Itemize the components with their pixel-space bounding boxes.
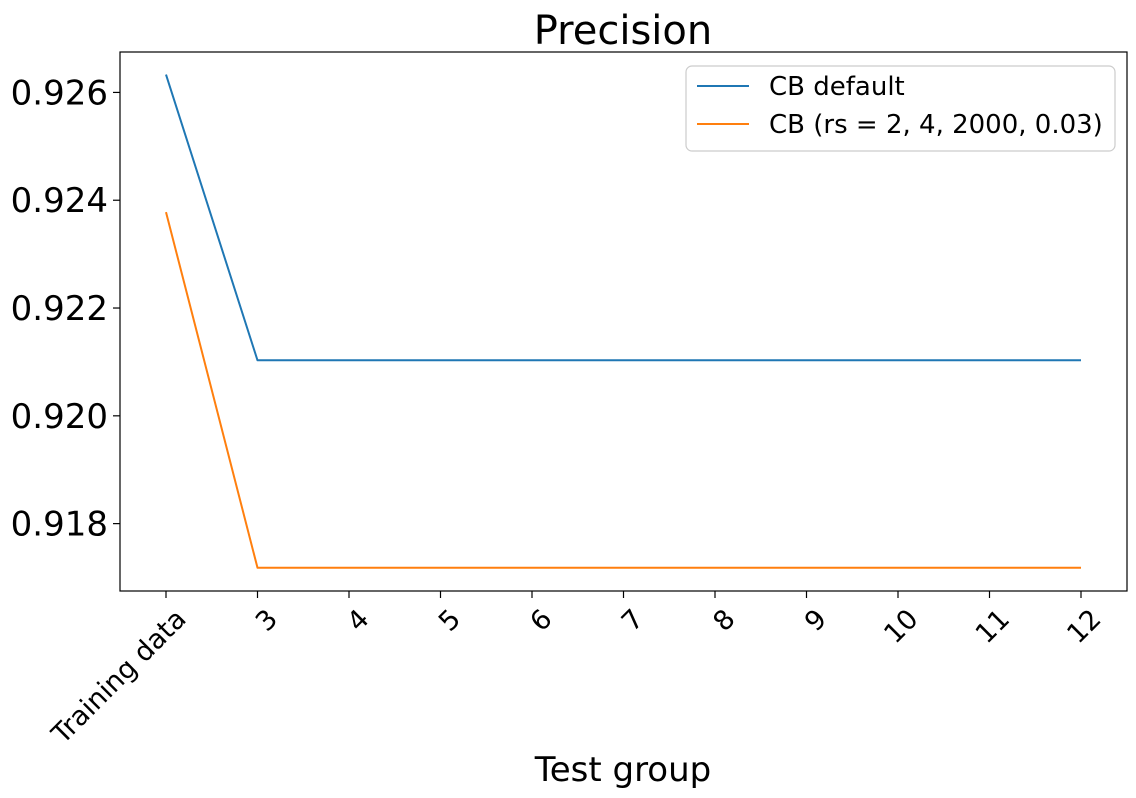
series-line-1	[165, 74, 1081, 362]
x-axis: Training data 3 4 5 6 7 8 9 10 11 12	[45, 591, 1108, 751]
chart-title: Precision	[534, 8, 712, 54]
x-tick-label: 9	[799, 604, 833, 638]
y-tick-label: 0.920	[11, 397, 108, 437]
x-tick-label: 7	[616, 604, 650, 638]
x-tick-label: 6	[524, 604, 558, 638]
x-tick-label: 5	[433, 604, 467, 638]
y-axis: 0.918 0.920 0.922 0.924 0.926	[11, 73, 120, 545]
x-axis-label: Test group	[534, 750, 712, 790]
legend-label-2: CB (rs = 2, 4, 2000, 0.03)	[769, 110, 1103, 140]
x-tick-label: 8	[707, 604, 741, 638]
y-tick-label: 0.926	[11, 73, 108, 113]
x-tick-label: Training data	[45, 604, 192, 751]
x-tick-label: 10	[878, 604, 924, 650]
x-tick-label: 11	[970, 604, 1016, 650]
x-tick-label: 12	[1061, 604, 1107, 650]
y-tick-label: 0.918	[11, 505, 108, 545]
legend-label-1: CB default	[769, 72, 905, 102]
series-line-2	[165, 211, 1081, 569]
y-tick-label: 0.922	[11, 289, 108, 329]
x-tick-label: 3	[250, 604, 284, 638]
plot-lines	[165, 74, 1081, 569]
legend-box	[685, 65, 1116, 152]
y-tick-label: 0.924	[11, 181, 108, 221]
legend: CB default CB (rs = 2, 4, 2000, 0.03)	[685, 65, 1116, 152]
x-tick-label: 4	[341, 604, 375, 638]
